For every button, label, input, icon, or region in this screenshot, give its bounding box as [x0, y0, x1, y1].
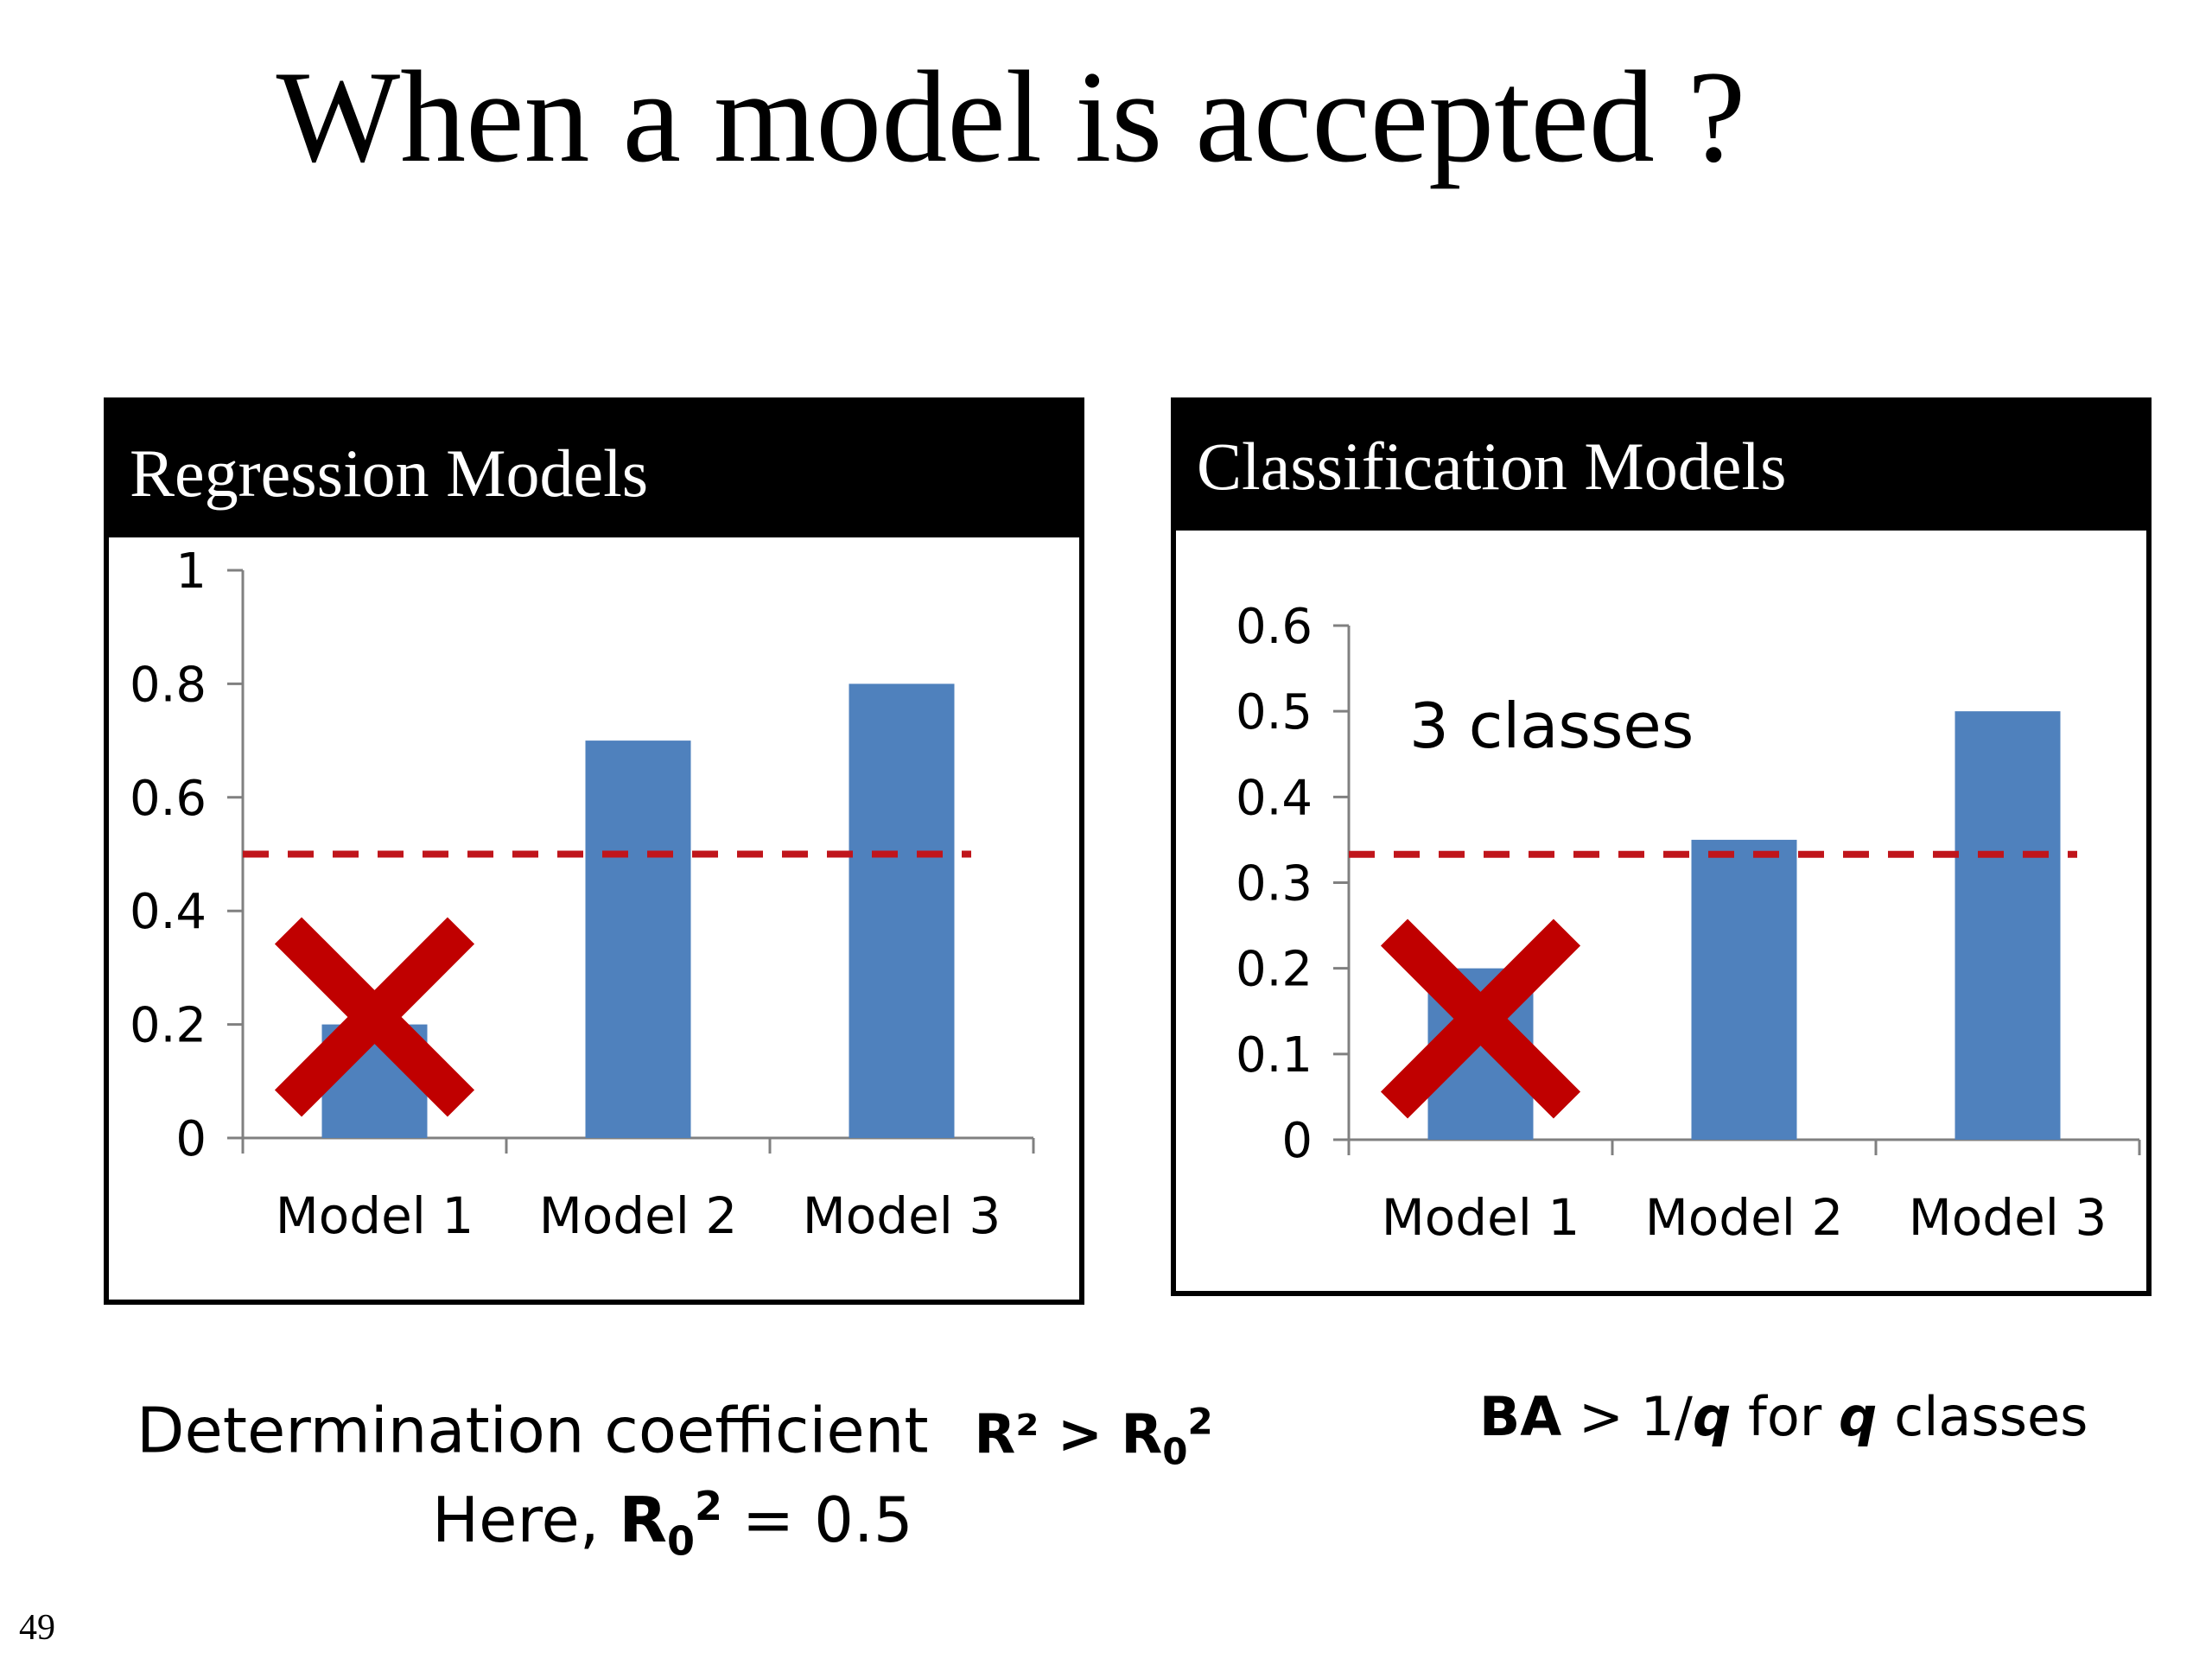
y-tick-label: 0.4	[1236, 770, 1313, 826]
y-tick-label: 0	[175, 1111, 207, 1167]
ba-label: BA	[1479, 1385, 1562, 1448]
r0-sub: 0	[666, 1517, 695, 1565]
y-tick-label: 0.6	[1236, 599, 1313, 655]
y-tick-label: 0	[1281, 1113, 1313, 1169]
classification-caption: BA > 1/q for q classes	[1479, 1374, 2088, 1460]
y-tick-label: 0.2	[130, 998, 207, 1054]
slide-title: When a model is accepted ?	[276, 44, 1746, 189]
r0-symbol: R	[619, 1484, 667, 1556]
bar	[1955, 711, 2061, 1140]
x-tick-label: Model 1	[276, 1186, 474, 1245]
y-tick-label: 0.6	[130, 771, 207, 827]
r2-formula: R² > R	[974, 1402, 1163, 1465]
chart-annotation: 3 classes	[1409, 690, 1694, 762]
classes-text: classes	[1877, 1385, 2088, 1448]
r0-subscript: 0	[1162, 1430, 1188, 1473]
regression-caption-line1: Determination coefficient R² > R02	[137, 1378, 1213, 1495]
r0-superscript: 2	[1187, 1400, 1213, 1442]
y-tick-label: 0.8	[130, 657, 207, 713]
bar	[849, 683, 955, 1138]
here-label: Here,	[432, 1484, 620, 1556]
r0-sup: 2	[695, 1483, 723, 1529]
y-tick-label: 0.4	[130, 884, 207, 940]
x-tick-label: Model 2	[539, 1186, 737, 1245]
bar	[1691, 839, 1797, 1140]
for-text: for	[1731, 1385, 1840, 1448]
classification-panel: Classification Models 0 0.1 0.2 0.3 0.4 0.5 0.…	[1171, 397, 2152, 1296]
classification-panel-header: Classification Models	[1176, 403, 2146, 531]
q-symbol-1: q	[1692, 1385, 1732, 1448]
x-tick-label: Model 1	[1382, 1188, 1580, 1247]
q-symbol-2: q	[1839, 1385, 1878, 1448]
x-tick-label: Model 3	[803, 1186, 1001, 1245]
regression-caption-line2: Here, R02 = 0.5	[432, 1463, 913, 1584]
regression-panel-header: Regression Models	[109, 403, 1079, 537]
x-tick-label: Model 3	[1909, 1188, 2107, 1247]
r0-value: = 0.5	[722, 1484, 913, 1556]
y-tick-label: 0.3	[1236, 856, 1313, 912]
reject-cross-stroke	[274, 917, 475, 1117]
reject-cross-stroke	[1380, 918, 1581, 1119]
bar	[585, 741, 691, 1138]
y-tick-label: 0.2	[1236, 942, 1313, 998]
regression-panel: Regression Models 0 0.2 0.4 0.6 0.8 1 Model 1 M…	[104, 397, 1084, 1305]
determination-coefficient-label: Determination coefficient	[137, 1394, 929, 1467]
regression-chart: 0 0.2 0.4 0.6 0.8 1 Model 1 Model 2 Model 3	[130, 543, 1035, 1245]
x-tick-label: Model 2	[1645, 1188, 1843, 1247]
ba-gt-text: > 1/	[1561, 1385, 1693, 1448]
page-number: 49	[19, 1608, 55, 1648]
y-tick-label: 1	[175, 543, 207, 600]
y-tick-label: 0.5	[1236, 684, 1313, 741]
classification-chart: 0 0.1 0.2 0.3 0.4 0.5 0.6 Model 1 Model 2 Model 3…	[1236, 599, 2141, 1247]
y-tick-label: 0.1	[1236, 1027, 1313, 1084]
